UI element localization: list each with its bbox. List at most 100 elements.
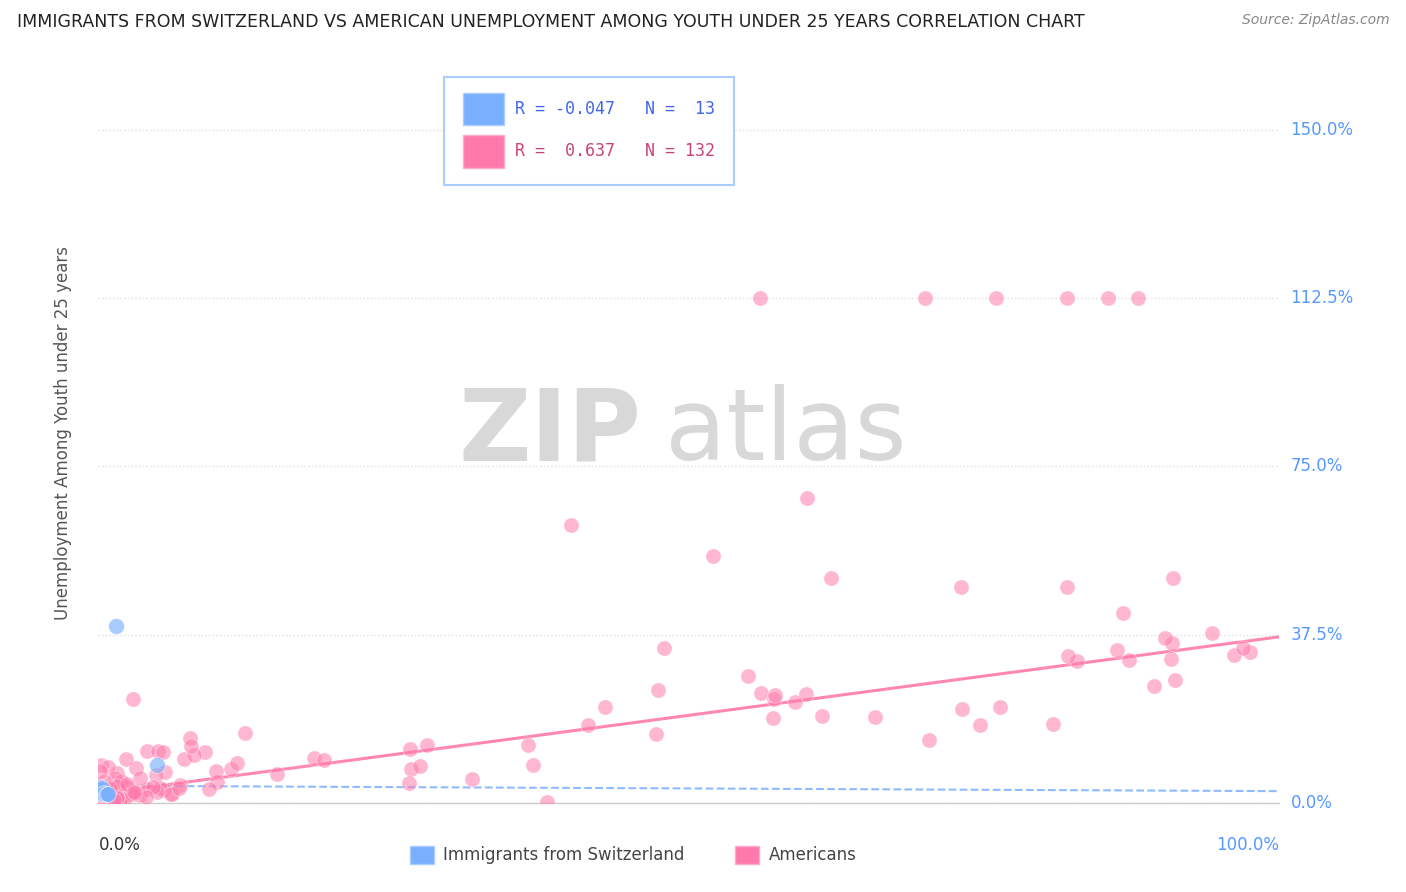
Point [115,752,138,766]
Point [179,731,201,745]
Point [1143,679,1166,693]
Point [763,688,786,702]
Point [180,739,202,754]
Point [918,732,941,747]
Point [136,744,159,758]
Text: 150.0%: 150.0% [1291,120,1354,139]
Point [914,291,936,305]
Text: Americans: Americans [769,847,858,864]
Point [810,708,832,723]
FancyBboxPatch shape [444,78,734,185]
Point [104,792,127,806]
Point [121,787,143,801]
Point [1118,652,1140,666]
Point [146,785,169,799]
Point [576,718,599,732]
Point [114,792,136,806]
Point [794,687,817,701]
FancyBboxPatch shape [464,93,503,126]
Point [94,785,117,799]
Point [949,581,972,595]
Point [90,789,112,804]
Point [560,517,582,532]
Point [115,780,138,794]
Point [129,772,152,786]
Point [90,782,112,797]
Point [1161,571,1184,585]
Point [751,686,773,700]
Point [108,792,131,806]
Point [1160,651,1182,665]
Point [89,780,111,794]
Point [90,757,112,772]
Point [399,742,422,756]
Point [103,791,125,805]
Point [91,781,114,796]
Point [183,747,205,762]
Point [90,791,112,805]
Point [1160,636,1182,650]
Point [110,774,132,789]
Point [652,640,675,655]
Point [90,790,112,805]
Point [115,776,138,790]
Point [101,792,124,806]
Point [950,702,973,716]
Point [969,717,991,731]
Text: 0.0%: 0.0% [98,836,141,855]
Point [107,790,129,805]
Point [984,291,1007,305]
Point [461,772,484,786]
Point [97,787,120,801]
Point [1153,631,1175,645]
Point [1042,717,1064,731]
FancyBboxPatch shape [411,847,434,864]
Point [90,790,112,805]
Point [91,794,114,808]
Point [219,762,242,776]
Point [105,787,128,801]
Point [89,764,111,778]
Point [314,753,336,767]
Point [1056,648,1078,663]
Point [522,758,544,772]
Point [89,784,111,798]
Point [149,781,172,796]
Point [302,751,325,765]
Point [94,784,117,798]
Point [169,778,191,792]
Point [100,793,122,807]
Point [101,787,124,801]
Point [1066,654,1088,668]
Point [988,700,1011,714]
Point [152,745,174,759]
Point [1126,291,1149,305]
Text: 100.0%: 100.0% [1216,836,1279,855]
Point [737,669,759,683]
Point [1105,643,1128,657]
Text: Source: ZipAtlas.com: Source: ZipAtlas.com [1241,13,1389,28]
Point [115,788,138,802]
Point [226,756,249,771]
Point [94,794,117,808]
Point [205,764,228,779]
Text: 112.5%: 112.5% [1291,289,1354,307]
Point [121,691,143,706]
Point [160,787,183,801]
Point [647,683,669,698]
Point [104,792,127,806]
Point [1232,641,1254,656]
Point [194,745,217,759]
Point [124,786,146,800]
Point [91,786,114,800]
Point [820,571,842,585]
Text: R =  0.637   N = 132: R = 0.637 N = 132 [516,143,716,161]
Point [146,757,169,772]
Point [863,709,886,723]
Point [205,774,228,789]
Point [104,771,127,785]
Point [93,789,115,804]
Point [91,787,114,801]
Point [111,788,134,802]
Point [1056,581,1078,595]
